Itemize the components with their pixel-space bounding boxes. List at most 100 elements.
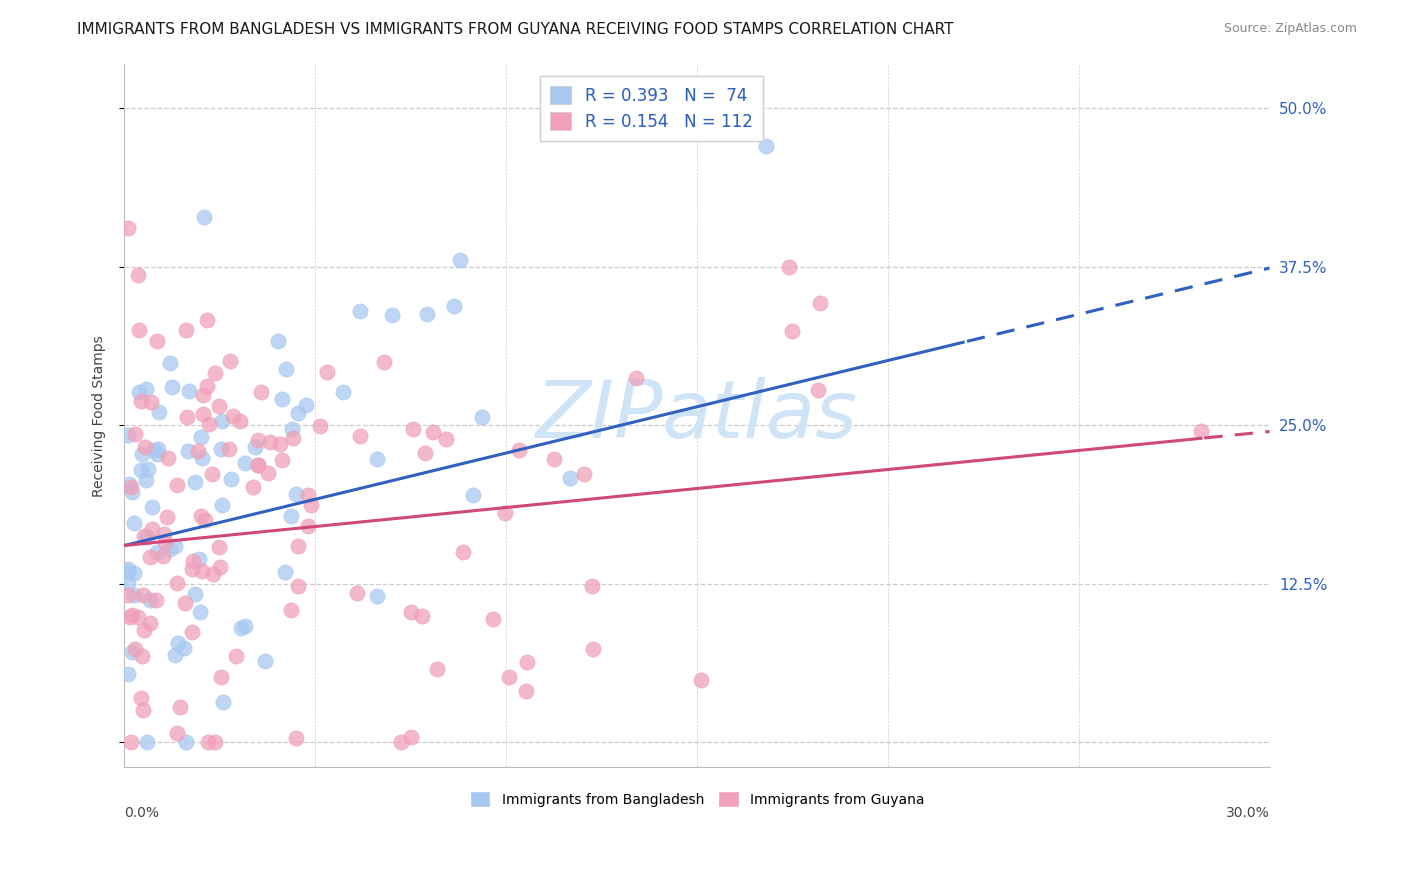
Legend: R = 0.393   N =  74, R = 0.154   N = 112: R = 0.393 N = 74, R = 0.154 N = 112 <box>540 76 762 141</box>
Point <box>174 596 197 610</box>
Point <box>190 605 212 619</box>
Point <box>380 308 402 322</box>
Point <box>145 334 167 348</box>
Point <box>124 642 146 657</box>
Point <box>187 444 209 458</box>
Point <box>222 409 245 424</box>
Point <box>558 471 581 485</box>
Point <box>208 400 231 414</box>
Text: 0.0%: 0.0% <box>124 805 159 820</box>
Point <box>159 542 181 557</box>
Point <box>131 447 153 461</box>
Point <box>246 433 269 447</box>
Text: ZIPatlas: ZIPatlas <box>536 376 858 455</box>
Point <box>287 539 309 553</box>
Point <box>373 354 395 368</box>
Point <box>434 432 457 446</box>
Point <box>481 612 503 626</box>
Point <box>152 549 174 564</box>
Point <box>494 506 516 520</box>
Point <box>582 642 605 657</box>
Text: 30.0%: 30.0% <box>1226 805 1270 820</box>
Point <box>197 735 219 749</box>
Point <box>138 549 160 564</box>
Point <box>297 518 319 533</box>
Point <box>235 618 257 632</box>
Point <box>117 588 139 602</box>
Point <box>195 313 218 327</box>
Point <box>135 382 157 396</box>
Point <box>256 467 278 481</box>
Point <box>543 452 565 467</box>
Point <box>117 562 139 576</box>
Point <box>136 735 159 749</box>
Point <box>117 576 139 591</box>
Point <box>402 422 425 436</box>
Point <box>267 334 290 348</box>
Point <box>145 593 167 607</box>
Point <box>148 405 170 419</box>
Point <box>807 383 830 397</box>
Point <box>411 608 433 623</box>
Point <box>122 516 145 531</box>
Point <box>193 387 215 401</box>
Point <box>204 366 226 380</box>
Point <box>225 648 247 663</box>
Point <box>134 529 156 543</box>
Point <box>121 485 143 500</box>
Point <box>204 735 226 749</box>
Point <box>120 735 142 749</box>
Point <box>184 475 207 489</box>
Point <box>190 430 212 444</box>
Point <box>349 304 371 318</box>
Point <box>211 414 233 428</box>
Point <box>389 735 412 749</box>
Point <box>782 324 804 338</box>
Point <box>295 398 318 412</box>
Point <box>572 467 595 481</box>
Point <box>132 703 155 717</box>
Point <box>247 458 270 472</box>
Point <box>162 380 184 394</box>
Point <box>451 545 474 559</box>
Point <box>124 426 146 441</box>
Point <box>132 624 155 638</box>
Point <box>508 442 530 457</box>
Point <box>117 428 139 442</box>
Point <box>349 429 371 443</box>
Point <box>136 462 159 476</box>
Point <box>129 394 152 409</box>
Point <box>229 414 252 428</box>
Point <box>755 139 778 153</box>
Point <box>443 299 465 313</box>
Point <box>141 500 163 514</box>
Point <box>274 361 297 376</box>
Text: Source: ZipAtlas.com: Source: ZipAtlas.com <box>1223 22 1357 36</box>
Point <box>194 513 217 527</box>
Point <box>166 576 188 591</box>
Point <box>245 440 267 454</box>
Point <box>153 526 176 541</box>
Point <box>198 417 221 431</box>
Point <box>157 451 180 466</box>
Point <box>167 635 190 649</box>
Point <box>250 384 273 399</box>
Point <box>315 365 337 379</box>
Point <box>187 552 209 566</box>
Point <box>1189 425 1212 439</box>
Point <box>163 539 186 553</box>
Point <box>159 356 181 370</box>
Point <box>515 683 537 698</box>
Point <box>690 673 713 687</box>
Point <box>121 608 143 623</box>
Point <box>366 589 388 603</box>
Point <box>219 354 242 368</box>
Point <box>219 472 242 486</box>
Point <box>118 477 141 491</box>
Point <box>136 529 159 543</box>
Point <box>346 586 368 600</box>
Point <box>449 253 471 268</box>
Point <box>212 695 235 709</box>
Point <box>297 488 319 502</box>
Point <box>287 406 309 420</box>
